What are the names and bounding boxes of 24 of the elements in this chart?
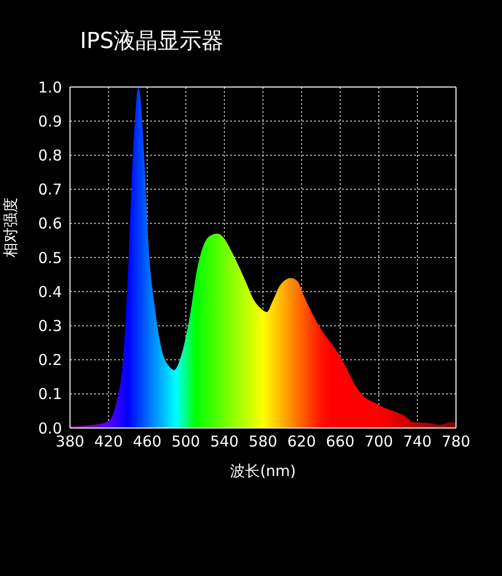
x-tick-label: 620 [287,432,316,451]
y-tick-label: 0.4 [38,282,62,301]
x-axis-title: 波长(nm) [230,462,296,480]
x-tick-label: 700 [364,432,394,451]
y-tick-label: 0.7 [38,180,62,199]
y-tick-label: 0.3 [38,317,62,336]
y-tick-label: 1.0 [38,78,62,96]
chart-title: IPS液晶显示器 [80,28,224,56]
y-tick-label: 0.2 [38,351,62,370]
y-tick-label: 0.1 [38,385,62,404]
x-tick-label: 580 [248,432,278,451]
y-axis-title: 相对强度 [1,198,20,258]
x-tick-label: 460 [132,432,162,451]
y-tick-label: 0.5 [38,248,62,267]
x-tick-label: 780 [442,432,470,451]
x-tick-label: 380 [56,432,84,451]
y-tick-label: 0.9 [38,112,62,130]
x-tick-label: 660 [326,432,355,451]
x-tick-label: 500 [171,432,200,451]
x-tick-label: 740 [403,432,432,451]
y-tick-label: 0.8 [38,146,62,165]
y-tick-label: 0.6 [38,214,62,233]
x-tick-label: 540 [210,432,239,451]
x-tick-label: 420 [94,432,123,451]
